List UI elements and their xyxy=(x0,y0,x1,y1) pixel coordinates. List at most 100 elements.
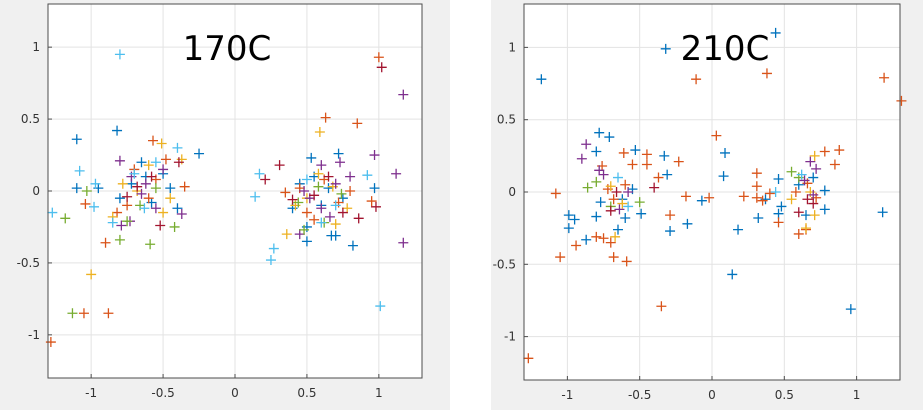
data-point xyxy=(67,308,78,319)
data-point xyxy=(834,145,845,156)
data-point xyxy=(660,43,671,54)
data-point xyxy=(136,157,147,168)
data-point xyxy=(641,159,652,170)
data-point xyxy=(129,168,140,179)
data-point xyxy=(173,157,184,168)
data-point xyxy=(376,62,387,73)
series-3 xyxy=(114,89,409,248)
data-point xyxy=(299,224,310,235)
data-point xyxy=(122,191,133,202)
data-point xyxy=(649,182,660,193)
data-point xyxy=(260,174,271,185)
data-point xyxy=(335,157,346,168)
data-point xyxy=(112,207,123,218)
x-tick-label: 0.5 xyxy=(297,386,316,400)
data-point xyxy=(375,301,386,312)
data-point xyxy=(879,72,890,83)
data-point xyxy=(829,159,840,170)
data-point xyxy=(808,189,819,200)
data-point xyxy=(122,200,133,211)
data-point xyxy=(301,174,312,185)
data-point xyxy=(569,214,580,225)
data-point xyxy=(150,203,161,214)
series-6 xyxy=(122,62,387,231)
data-point xyxy=(352,118,363,129)
data-point xyxy=(313,181,324,192)
data-point xyxy=(80,198,91,209)
data-point xyxy=(623,201,634,212)
data-point xyxy=(155,220,166,231)
data-point xyxy=(172,142,183,153)
data-point xyxy=(316,160,327,171)
data-point xyxy=(673,156,684,167)
data-point xyxy=(563,223,574,234)
data-point xyxy=(316,203,327,214)
data-point xyxy=(274,160,285,171)
data-point xyxy=(324,211,335,222)
data-point xyxy=(704,192,715,203)
data-point xyxy=(610,231,621,242)
data-point xyxy=(398,237,409,248)
data-point xyxy=(550,188,561,199)
data-point xyxy=(268,243,279,254)
data-point xyxy=(265,255,276,266)
data-point xyxy=(611,187,622,197)
data-point xyxy=(116,220,127,231)
data-point xyxy=(753,213,764,224)
data-point xyxy=(591,211,602,222)
data-point xyxy=(793,228,804,239)
data-point xyxy=(330,200,341,211)
data-point xyxy=(71,134,82,145)
data-point xyxy=(605,237,616,248)
data-point xyxy=(114,234,125,245)
series-6 xyxy=(605,182,819,218)
data-point xyxy=(620,179,631,190)
data-point xyxy=(112,125,123,136)
data-point xyxy=(656,301,667,312)
data-point xyxy=(680,191,691,202)
data-point xyxy=(345,186,356,196)
data-point xyxy=(313,168,324,179)
data-point xyxy=(336,188,347,199)
data-point xyxy=(662,169,673,180)
data-point xyxy=(773,173,784,184)
data-point xyxy=(330,230,341,241)
data-point xyxy=(132,181,143,192)
x-tick-label: 0 xyxy=(708,388,716,402)
data-point xyxy=(287,194,298,205)
data-point xyxy=(89,201,100,212)
series-3 xyxy=(576,139,822,215)
data-point xyxy=(805,156,816,167)
data-point xyxy=(156,138,167,149)
data-point xyxy=(809,210,820,221)
data-point xyxy=(306,152,317,163)
data-point xyxy=(733,224,744,235)
data-point xyxy=(786,166,797,177)
data-point xyxy=(114,49,125,60)
data-point xyxy=(139,203,150,214)
data-point xyxy=(398,89,409,100)
x-tick-label: -1 xyxy=(561,388,573,402)
data-point xyxy=(819,146,830,157)
data-point xyxy=(896,95,907,106)
x-tick-label: -0.5 xyxy=(628,388,651,402)
data-point xyxy=(563,210,574,221)
data-point xyxy=(150,183,161,194)
data-point xyxy=(751,168,762,179)
data-point xyxy=(114,193,125,204)
data-point xyxy=(776,201,787,212)
data-point xyxy=(172,203,183,214)
x-tick-label: 0 xyxy=(231,386,239,400)
data-point xyxy=(323,183,334,194)
data-point xyxy=(591,146,602,157)
data-point xyxy=(314,127,325,138)
data-point xyxy=(627,159,638,170)
data-point xyxy=(370,201,381,212)
data-point xyxy=(877,207,888,218)
data-point xyxy=(369,150,380,161)
data-point xyxy=(773,208,784,219)
data-point xyxy=(571,240,582,251)
y-tick-label: 1 xyxy=(32,40,40,54)
x-tick-label: 1 xyxy=(375,386,383,400)
